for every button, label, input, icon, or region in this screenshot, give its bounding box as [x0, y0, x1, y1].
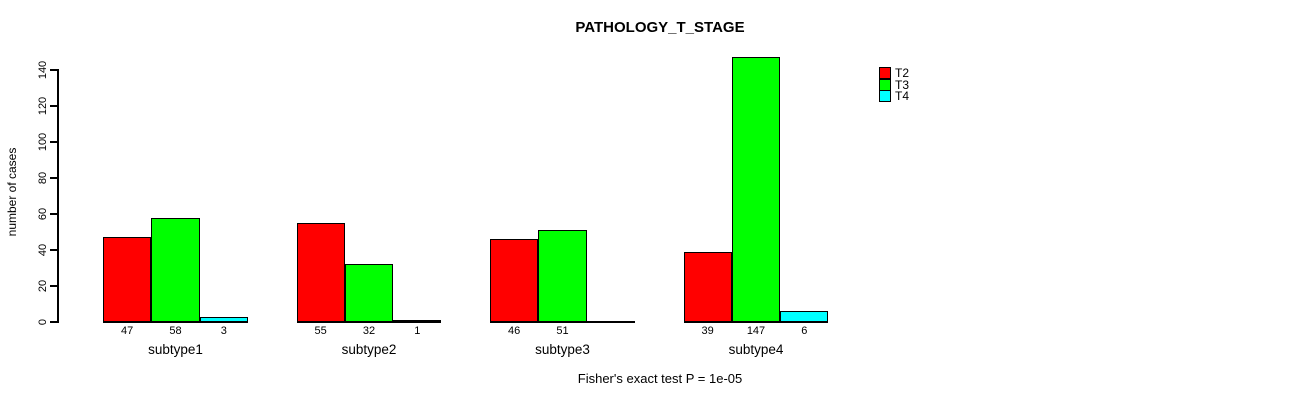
chart-title: PATHOLOGY_T_STAGE — [575, 19, 745, 36]
y-tick-label: 140 — [37, 60, 49, 80]
bar-value-label-subtype2-T3: 32 — [362, 325, 376, 337]
legend-label-T3: T3 — [895, 77, 910, 92]
legend-swatch-T3 — [879, 78, 891, 91]
bar-subtype4-T2 — [683, 251, 732, 322]
bar-value-label-subtype1-T2: 47 — [121, 325, 134, 337]
y-tick-mark — [50, 213, 57, 215]
bar-subtype4-T3 — [731, 57, 781, 322]
legend-swatch-T4 — [879, 90, 891, 103]
y-tick-label: 0 — [37, 318, 49, 326]
legend-item-T4: T4 — [879, 89, 910, 104]
bar-subtype2-T2 — [296, 223, 345, 322]
category-label-subtype2: subtype2 — [341, 342, 397, 357]
stat-annotation: Fisher's exact test P = 1e-05 — [577, 371, 743, 386]
legend-swatch-T2 — [879, 66, 891, 79]
bar-subtype1-T3 — [151, 217, 200, 322]
category-label-subtype3: subtype3 — [535, 342, 590, 357]
y-tick-mark — [50, 285, 57, 287]
y-tick-mark — [50, 249, 57, 251]
y-tick-mark — [50, 321, 57, 323]
bar-value-label-subtype1-T4: 3 — [220, 325, 227, 337]
y-axis-line — [57, 69, 59, 323]
category-label-subtype4: subtype4 — [728, 342, 784, 357]
bar-value-label-subtype4-T3: 147 — [746, 325, 766, 337]
bar-value-label-subtype2-T4: 1 — [414, 325, 421, 337]
legend-label-T2: T2 — [895, 65, 910, 80]
legend: T2 T3 T4 — [879, 65, 910, 104]
y-tick-label: 80 — [37, 171, 49, 185]
bar-subtype3-T2 — [490, 239, 539, 322]
legend-label-T4: T4 — [895, 89, 910, 104]
y-tick-label: 60 — [37, 207, 49, 221]
bar-value-label-subtype4-T4: 6 — [801, 325, 808, 337]
bar-subtype1-T4 — [199, 316, 248, 322]
bar-value-label-subtype3-T2: 46 — [508, 325, 521, 337]
legend-item-T2: T2 — [879, 65, 910, 80]
bar-subtype4-T4 — [780, 311, 829, 322]
bar-value-label-subtype2-T2: 55 — [314, 325, 327, 337]
y-tick-label: 20 — [37, 279, 49, 293]
y-tick-label: 100 — [37, 132, 49, 152]
category-label-subtype1: subtype1 — [148, 342, 203, 357]
y-tick-mark — [50, 105, 57, 107]
bar-subtype1-T2 — [103, 237, 152, 322]
bar-value-label-subtype1-T3: 58 — [169, 325, 182, 337]
y-tick-label: 40 — [37, 243, 49, 257]
y-tick-mark — [50, 141, 57, 143]
y-tick-mark — [50, 177, 57, 179]
bar-value-label-subtype4-T2: 39 — [701, 325, 714, 337]
bar-value-label-subtype3-T3: 51 — [556, 325, 569, 337]
y-tick-mark — [50, 69, 57, 71]
legend-item-T3: T3 — [879, 77, 910, 92]
y-tick-label: 120 — [37, 96, 49, 116]
bar-subtype2-T4 — [393, 320, 442, 322]
bar-subtype2-T3 — [344, 264, 394, 322]
bar-subtype3-T3 — [538, 230, 587, 322]
